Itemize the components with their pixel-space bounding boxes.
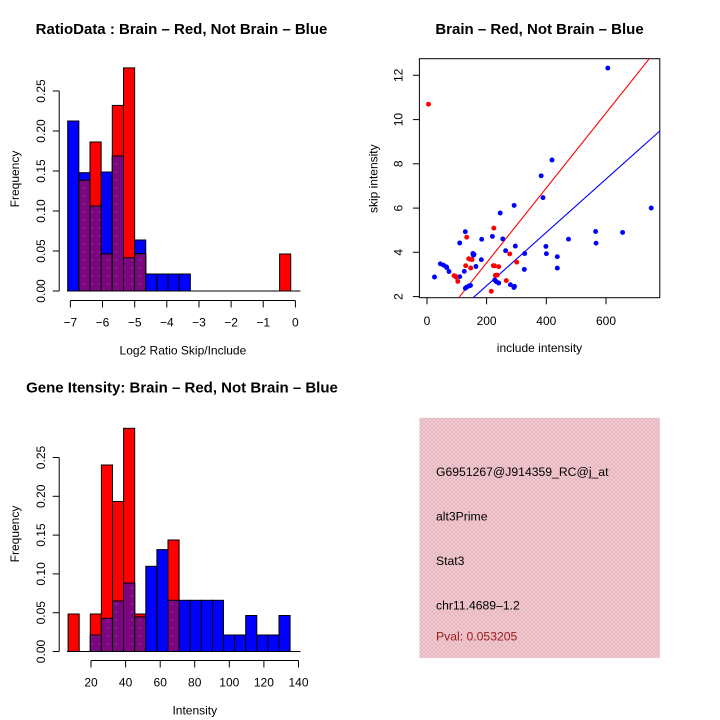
svg-text:−4: −4: [160, 316, 174, 330]
svg-text:0.10: 0.10: [34, 562, 48, 586]
svg-text:0: 0: [292, 316, 299, 330]
svg-text:−6: −6: [96, 316, 110, 330]
svg-text:6: 6: [392, 204, 406, 211]
svg-text:Pval: 0.053205: Pval: 0.053205: [436, 629, 518, 643]
svg-text:100: 100: [219, 676, 239, 690]
svg-text:include intensity: include intensity: [497, 341, 582, 355]
svg-text:Frequency: Frequency: [8, 506, 22, 563]
svg-text:Intensity: Intensity: [172, 704, 217, 718]
svg-text:140: 140: [288, 676, 308, 690]
svg-text:200: 200: [477, 314, 497, 328]
svg-text:400: 400: [536, 314, 556, 328]
svg-text:10: 10: [392, 113, 406, 127]
svg-text:4: 4: [392, 249, 406, 256]
svg-text:skip intensity: skip intensity: [367, 144, 381, 213]
svg-text:0.15: 0.15: [34, 523, 48, 547]
svg-text:−5: −5: [128, 316, 142, 330]
svg-text:0.10: 0.10: [34, 199, 48, 223]
svg-text:−2: −2: [224, 316, 238, 330]
svg-text:12: 12: [392, 68, 406, 82]
svg-text:G6951267@J914359_RC@j_at: G6951267@J914359_RC@j_at: [436, 465, 609, 479]
svg-text:0.05: 0.05: [34, 239, 48, 263]
svg-text:−7: −7: [64, 316, 78, 330]
svg-text:8: 8: [392, 160, 406, 167]
svg-text:40: 40: [119, 676, 133, 690]
svg-text:0.05: 0.05: [34, 601, 48, 625]
svg-text:60: 60: [154, 676, 168, 690]
svg-text:RatioData : Brain – Red, Not B: RatioData : Brain – Red, Not Brain – Blu…: [36, 21, 328, 38]
svg-text:Log2 Ratio Skip/Include: Log2 Ratio Skip/Include: [120, 344, 247, 358]
svg-text:0.00: 0.00: [34, 279, 48, 303]
svg-text:Gene Itensity: Brain – Red, No: Gene Itensity: Brain – Red, Not Brain – …: [26, 380, 338, 397]
svg-text:−1: −1: [256, 316, 270, 330]
svg-text:0: 0: [424, 314, 431, 328]
svg-text:80: 80: [188, 676, 202, 690]
svg-text:600: 600: [596, 314, 616, 328]
svg-text:0.25: 0.25: [34, 445, 48, 469]
svg-text:0.00: 0.00: [34, 639, 48, 663]
svg-text:Brain – Red, Not Brain – Blue: Brain – Red, Not Brain – Blue: [435, 21, 643, 38]
svg-text:−3: −3: [192, 316, 206, 330]
svg-text:0.25: 0.25: [34, 79, 48, 103]
svg-text:Frequency: Frequency: [8, 151, 22, 208]
svg-text:0.20: 0.20: [34, 484, 48, 508]
svg-text:120: 120: [254, 676, 274, 690]
svg-text:2: 2: [392, 293, 406, 300]
svg-text:20: 20: [84, 676, 98, 690]
svg-text:alt3Prime: alt3Prime: [436, 510, 488, 524]
svg-text:0.20: 0.20: [34, 119, 48, 143]
svg-text:Stat3: Stat3: [436, 554, 465, 568]
svg-text:chr11.4689–1.2: chr11.4689–1.2: [436, 599, 520, 613]
svg-text:0.15: 0.15: [34, 159, 48, 183]
